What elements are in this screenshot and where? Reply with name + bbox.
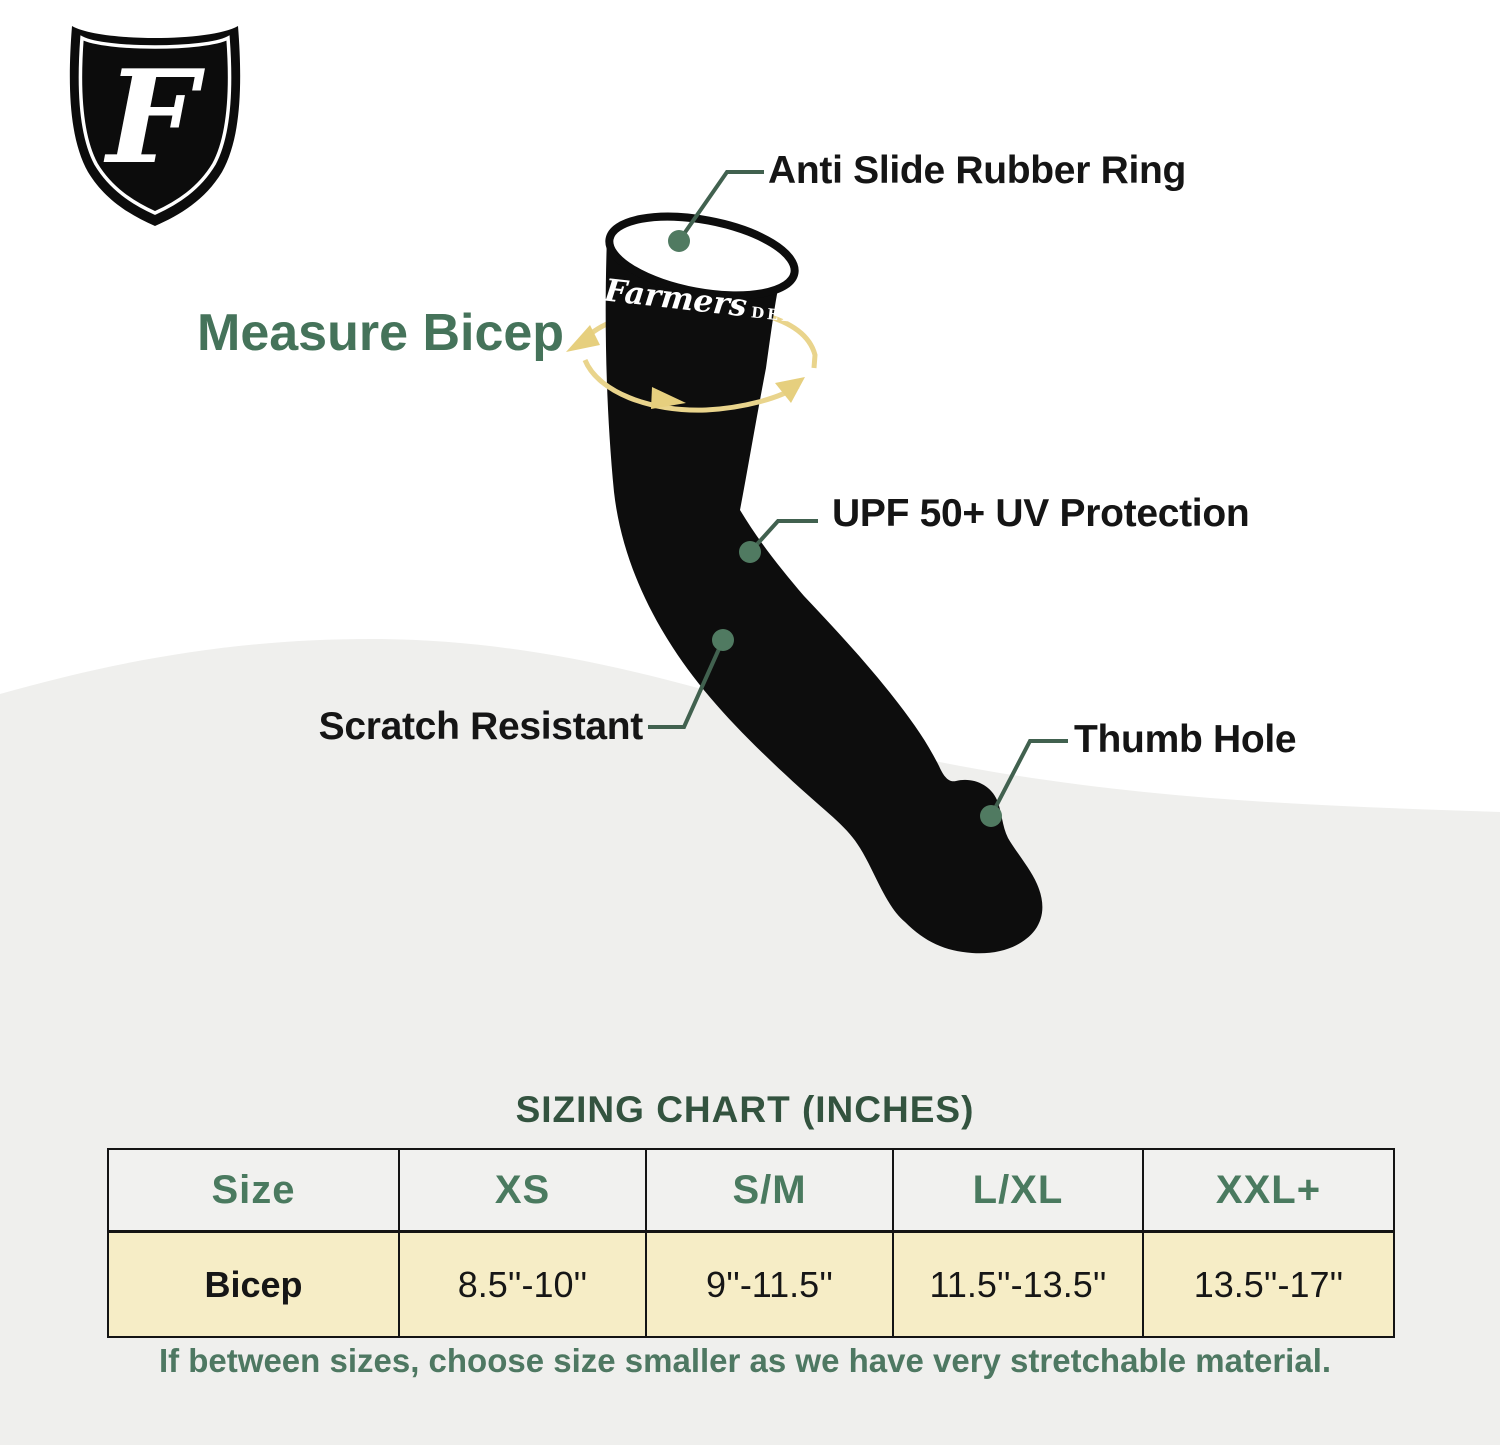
sizing-note: If between sizes, choose size smaller as…: [158, 1342, 1332, 1379]
column-header-sm: S/M: [645, 1148, 894, 1233]
measure-bicep-label: Measure Bicep: [197, 304, 565, 362]
arm-sleeve: [605, 236, 1043, 954]
bicep-value-xs: 8.5''-10'': [398, 1230, 647, 1338]
bicep-value-lxl: 11.5''-13.5'': [892, 1230, 1144, 1338]
scratch-label: Scratch Resistant: [318, 705, 644, 748]
measure-tape-arrowhead-right: [775, 377, 805, 403]
anti-slide-connector-line: [677, 170, 764, 243]
bicep-value-sm: 9''-11.5'': [645, 1230, 894, 1338]
thumb-hole-label: Thumb Hole: [1074, 718, 1297, 761]
sizing-chart-bicep-row: Bicep 8.5''-10'' 9''-11.5'' 11.5''-13.5'…: [107, 1230, 1395, 1338]
measure-tape-front-arc: [582, 358, 800, 413]
shield-letter: F: [104, 43, 206, 193]
column-header-xxl: XXL+: [1142, 1148, 1395, 1233]
upf-label: UPF 50+ UV Protection: [832, 492, 1250, 535]
upf-dot: [739, 541, 761, 563]
shield-inner-outline: [78, 35, 232, 215]
scratch-connector-line: [648, 639, 725, 729]
sizing-chart-header-row: Size XS S/M L/XL XXL+: [107, 1148, 1395, 1233]
shield-shape: [69, 26, 241, 226]
scratch-dot: [712, 629, 734, 651]
measure-tape-arrowhead-mid: [651, 387, 686, 409]
column-header-size: Size: [107, 1148, 400, 1233]
sizing-chart-title: SIZING CHART (INCHES): [515, 1089, 975, 1130]
brand-shield-logo: F: [69, 26, 241, 226]
bicep-value-xxl: 13.5''-17'': [1142, 1230, 1395, 1338]
sizing-chart-table: Size XS S/M L/XL XXL+ Bicep 8.5''-10'' 9…: [107, 1148, 1395, 1338]
sleeve-opening: [605, 212, 799, 300]
column-header-lxl: L/XL: [892, 1148, 1144, 1233]
thumb-connector-line: [989, 739, 1068, 817]
anti-slide-label: Anti Slide Rubber Ring: [768, 149, 1187, 192]
column-header-xs: XS: [398, 1148, 647, 1233]
anti-slide-dot: [668, 230, 690, 252]
upf-connector-line: [748, 519, 818, 554]
row-label-bicep: Bicep: [107, 1230, 400, 1338]
thumb-dot: [980, 805, 1002, 827]
measure-tape-arrowhead-left: [566, 325, 600, 352]
